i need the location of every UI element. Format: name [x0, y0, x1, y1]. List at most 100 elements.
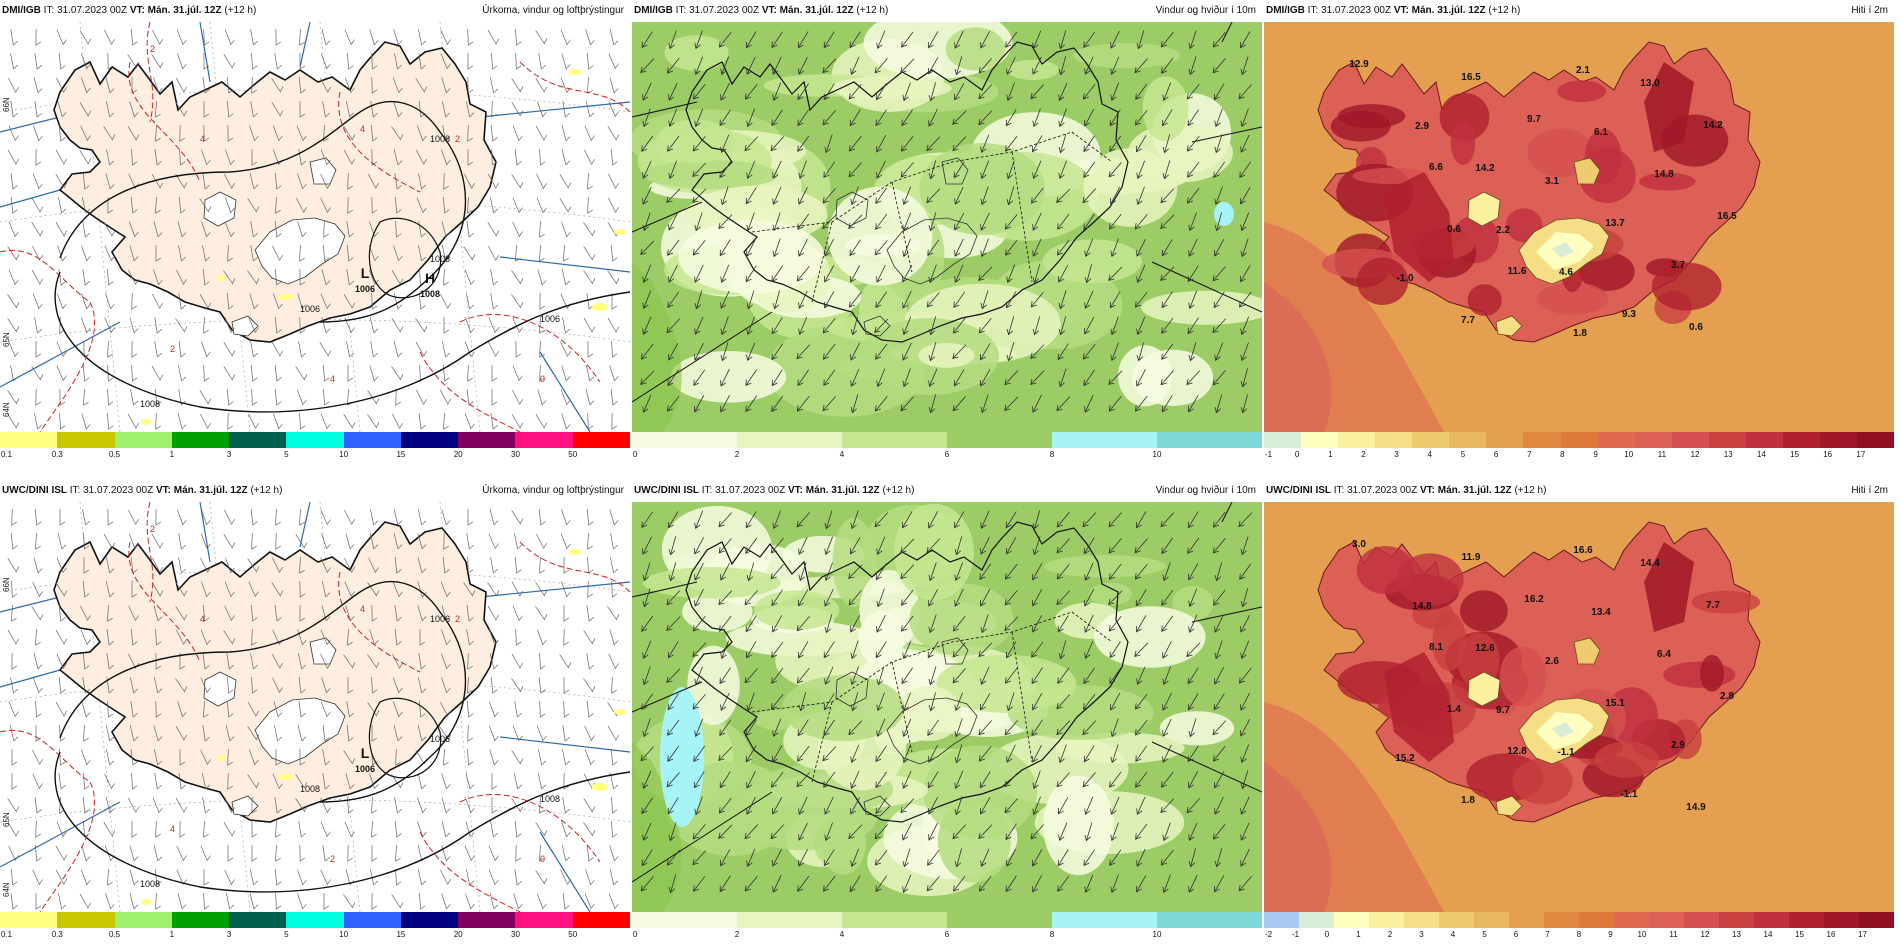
wind-arrow-shape: [1032, 394, 1042, 413]
wind-barb: [33, 125, 43, 142]
isobar-label: 1006: [540, 314, 560, 324]
wind-arrow-shape: [1134, 693, 1148, 710]
wind-arrow-shape: [1083, 161, 1096, 178]
wind-barb: [199, 198, 212, 213]
wind-barb-shaft: [343, 894, 356, 909]
wind-arrow: [1162, 134, 1171, 154]
wind-arrow: [666, 57, 680, 74]
wind-arrow-shape: [980, 30, 991, 49]
wind-arrow: [875, 771, 887, 789]
wind-barb-shaft: [561, 125, 571, 142]
wind-arrow-shape: [641, 135, 654, 152]
wind-barb: [151, 557, 164, 573]
wind-barb-shaft: [322, 773, 330, 790]
wind-barb: [31, 366, 44, 381]
wind-barb: [203, 316, 209, 334]
model-name: UWC/DINI ISL: [1266, 485, 1331, 496]
wind-arrow-shape: [692, 136, 706, 152]
wind-barb-shaft: [203, 820, 209, 838]
wind-barb-shaft: [79, 101, 92, 117]
wind-barb-shaft: [83, 556, 90, 574]
wind-arrow-shape: [954, 264, 964, 283]
wind-arrow-shape: [771, 343, 783, 361]
wind-barb-shaft: [323, 244, 330, 262]
wind-barb-shaft: [560, 533, 571, 550]
wind-barb: [535, 582, 548, 597]
wind-barb: [154, 388, 162, 406]
colorbar-tick-label: 30: [511, 930, 520, 939]
wind-arrow-shape: [1110, 316, 1119, 336]
wind-barb: [394, 821, 402, 838]
wind-barb: [175, 318, 188, 333]
wind-arrow-shape: [954, 83, 965, 101]
wind-arrow-shape: [1006, 342, 1015, 362]
temperature-value-label: 9.7: [1527, 114, 1541, 125]
wind-arrow-shape: [1135, 83, 1148, 100]
wind-arrow-shape: [1058, 822, 1068, 842]
region-boundary: [0, 22, 630, 432]
wind-barb-shaft: [275, 196, 281, 214]
wind-barb: [587, 580, 593, 598]
wind-barb: [80, 77, 91, 94]
wind-arrow-shape: [693, 875, 706, 892]
wind-barb: [105, 893, 115, 910]
wind-arrow-shape: [796, 344, 811, 360]
wind-barb: [35, 532, 41, 550]
wind-arrow-shape: [1213, 161, 1226, 179]
wind-speed-area: [687, 645, 740, 726]
temperature-value-label: 14.2: [1703, 120, 1723, 131]
wind-barb: [537, 773, 547, 790]
wind-arrow: [1162, 874, 1171, 894]
wind-arrow: [1136, 160, 1146, 180]
wind-arrow-shape: [718, 590, 733, 606]
wind-barb: [227, 700, 234, 718]
wind-arrow: [876, 614, 886, 633]
wind-barb-shaft: [467, 652, 473, 670]
wind-arrow-shape: [952, 668, 966, 684]
wind-arrow: [1032, 316, 1041, 336]
wind-arrow: [642, 264, 652, 284]
wind-barb-shaft: [298, 677, 306, 694]
wind-arrow: [980, 394, 989, 414]
wind-barb: [514, 869, 522, 886]
wind-arrow: [745, 511, 757, 529]
wind-barb-shaft: [81, 293, 91, 310]
colorbar-tick-label: 9: [1593, 450, 1598, 459]
wind-barb-shaft: [608, 653, 619, 669]
wind-barb-shaft: [560, 77, 571, 94]
wind-arrow-shape: [771, 369, 783, 387]
wind-barb-shaft: [7, 821, 20, 837]
wind-arrow: [875, 213, 888, 230]
panel-header: UWC/DINI ISL IT: 31.07.2023 00Z VT: Mán.…: [1264, 480, 1894, 502]
wind-speed-area: [1142, 76, 1189, 142]
wind-arrow-shape: [1187, 109, 1199, 127]
temp-map: 12.9 16.5 2.1 13.0 2.9 9.7 6.1 14.2 14.2 3.1 14.8 6…: [1264, 22, 1894, 432]
wind-barb: [55, 174, 68, 189]
wind-barb-shaft: [250, 29, 259, 46]
wind-arrow-shape: [822, 343, 836, 360]
wind-arrow-shape: [900, 798, 915, 814]
wind-arrow: [875, 83, 887, 101]
wind-barb-shaft: [393, 29, 403, 46]
wind-barb-shaft: [536, 893, 547, 910]
wind-barb-shaft: [227, 748, 233, 766]
wind-arrow: [1212, 823, 1226, 840]
temperature-value-label: 1.8: [1573, 328, 1587, 339]
wind-barb: [607, 606, 620, 621]
sea-boundary: [632, 22, 1262, 403]
wind-arrow: [980, 666, 990, 685]
wind-arrow-shape: [666, 188, 681, 204]
wind-arrow-shape: [797, 213, 810, 230]
wind-barb-shaft: [323, 124, 329, 142]
wind-barb: [35, 892, 42, 910]
wind-barb-shaft: [512, 125, 523, 142]
wind-barb: [346, 269, 354, 286]
wind-barb-shaft: [512, 389, 524, 405]
wind-barb-shaft: [128, 509, 140, 525]
temperature-value-label: 3.7: [1671, 260, 1685, 271]
wind-barb: [32, 245, 44, 261]
wind-barb: [560, 77, 571, 94]
wind-barb: [154, 100, 161, 118]
temperature-value-label: 14.8: [1412, 601, 1432, 612]
wind-barb: [34, 317, 43, 334]
